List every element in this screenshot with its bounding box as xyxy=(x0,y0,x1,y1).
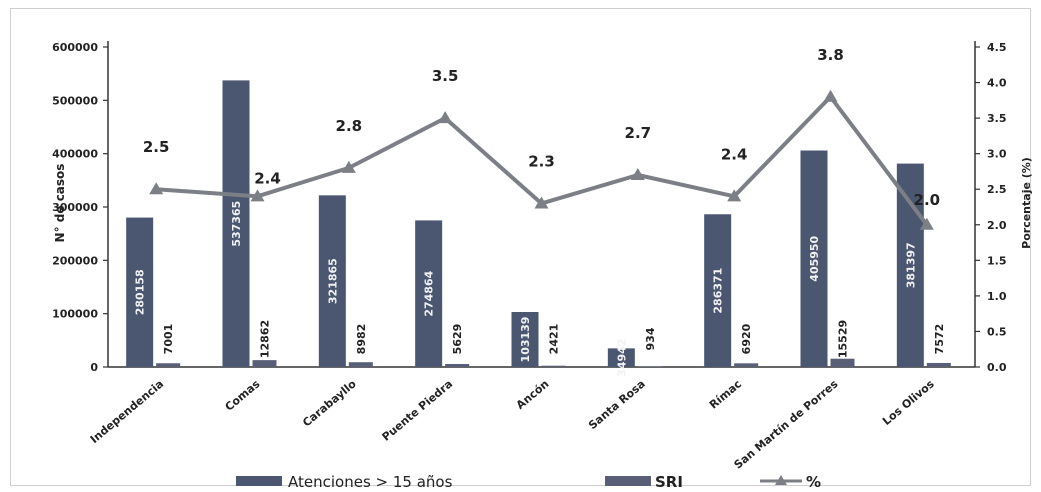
y-tick-label-right: 2.5 xyxy=(987,183,1007,196)
bar-sri xyxy=(734,363,759,367)
bar-sri xyxy=(445,363,470,367)
bar-value-label: 286371 xyxy=(712,268,725,314)
bar-value-label: 8982 xyxy=(355,324,368,355)
bar-value-label: 7572 xyxy=(933,324,946,355)
x-tick-label: Carabayllo xyxy=(300,377,359,429)
chart-frame xyxy=(10,8,1031,486)
line-value-label: 2.3 xyxy=(528,152,555,170)
bar-value-label: 934 xyxy=(644,327,657,350)
x-tick-label: Los Olivos xyxy=(880,377,937,428)
y-tick-label-left: 0 xyxy=(90,361,98,374)
bar-value-label: 6920 xyxy=(740,323,753,354)
line-marker xyxy=(341,160,356,173)
line-value-label: 2.5 xyxy=(143,138,170,156)
bar-atenciones xyxy=(704,214,732,367)
line-value-label: 2.7 xyxy=(625,124,652,142)
line-marker xyxy=(823,89,838,102)
line-value-label: 3.5 xyxy=(432,67,459,85)
y-tick-label-left: 600000 xyxy=(52,41,98,54)
y-axis-title-right: Porcentaje (%) xyxy=(1020,157,1033,249)
x-tick-label: Santa Rosa xyxy=(586,377,648,432)
line-marker xyxy=(250,189,265,202)
legend-swatch-sri xyxy=(605,476,651,486)
bar-atenciones xyxy=(126,217,154,367)
legend-label-sri: SRI xyxy=(655,473,683,491)
y-tick-label-left: 400000 xyxy=(52,148,98,161)
x-tick-label: Puente Piedra xyxy=(380,377,456,443)
bar-sri xyxy=(156,363,181,367)
bar-value-label: 381397 xyxy=(904,242,917,288)
bar-value-label: 274864 xyxy=(423,270,436,316)
line-value-label: 2.0 xyxy=(914,191,941,209)
bar-sri xyxy=(348,362,373,367)
x-tick-label: San Martín de Porres xyxy=(732,377,841,472)
line-marker xyxy=(534,196,549,209)
line-marker xyxy=(919,217,934,230)
y-tick-label-right: 2.0 xyxy=(987,219,1007,232)
x-tick-label: Comas xyxy=(223,377,263,414)
bar-value-label: 537365 xyxy=(230,201,243,247)
line-marker xyxy=(438,111,453,124)
legend-label-percentage: % xyxy=(806,473,821,491)
bar-atenciones xyxy=(511,311,539,367)
x-tick-label: Rímac xyxy=(707,377,744,411)
y-axis-title-left: N° de casos xyxy=(53,164,67,243)
bar-atenciones xyxy=(415,220,443,367)
bar-value-label: 15529 xyxy=(837,320,850,358)
bar-atenciones xyxy=(222,80,250,367)
bar-value-label: 34942 xyxy=(615,339,628,377)
bar-value-label: 5629 xyxy=(451,324,464,355)
x-tick-label: Independencia xyxy=(88,377,166,446)
line-marker xyxy=(727,189,742,202)
y-tick-label-left: 100000 xyxy=(52,308,98,321)
line-marker xyxy=(630,168,645,180)
bar-value-label: 280158 xyxy=(134,269,147,315)
bar-sri xyxy=(926,362,951,367)
legend-marker-percentage xyxy=(775,475,787,485)
x-tick-label: Ancón xyxy=(514,377,552,412)
bar-atenciones xyxy=(896,163,924,367)
y-tick-label-left: 300000 xyxy=(52,201,98,214)
bar-atenciones xyxy=(318,195,346,367)
bar-value-label: 2421 xyxy=(548,324,561,355)
legend-swatch-atenciones xyxy=(236,476,282,486)
bar-sri xyxy=(541,365,566,367)
line-marker xyxy=(149,182,164,195)
bar-value-label: 7001 xyxy=(162,324,175,355)
bar-atenciones xyxy=(800,150,828,367)
bar-value-label: 405950 xyxy=(808,235,821,281)
y-tick-label-right: 0.5 xyxy=(987,325,1007,338)
y-tick-label-right: 4.5 xyxy=(987,41,1007,54)
bar-value-label: 12862 xyxy=(259,320,272,358)
line-value-label: 2.4 xyxy=(254,169,281,187)
y-tick-label-right: 4.0 xyxy=(987,77,1007,90)
bar-atenciones xyxy=(607,348,635,367)
line-value-label: 2.8 xyxy=(336,117,363,135)
y-tick-label-left: 200000 xyxy=(52,254,98,267)
y-tick-label-right: 1.0 xyxy=(987,290,1007,303)
line-value-label: 3.8 xyxy=(817,46,844,64)
y-tick-label-left: 500000 xyxy=(52,94,98,107)
bar-value-label: 103139 xyxy=(519,317,532,363)
bar-value-label: 321865 xyxy=(326,258,339,304)
bar-sri xyxy=(830,358,855,367)
y-tick-label-right: 3.0 xyxy=(987,148,1007,161)
line-value-label: 2.4 xyxy=(721,145,748,163)
legend-label-atenciones: Atenciones > 15 años xyxy=(288,473,453,491)
y-tick-label-right: 3.5 xyxy=(987,112,1007,125)
bar-sri xyxy=(252,360,277,367)
y-tick-label-right: 0.0 xyxy=(987,361,1007,374)
y-tick-label-right: 1.5 xyxy=(987,254,1007,267)
